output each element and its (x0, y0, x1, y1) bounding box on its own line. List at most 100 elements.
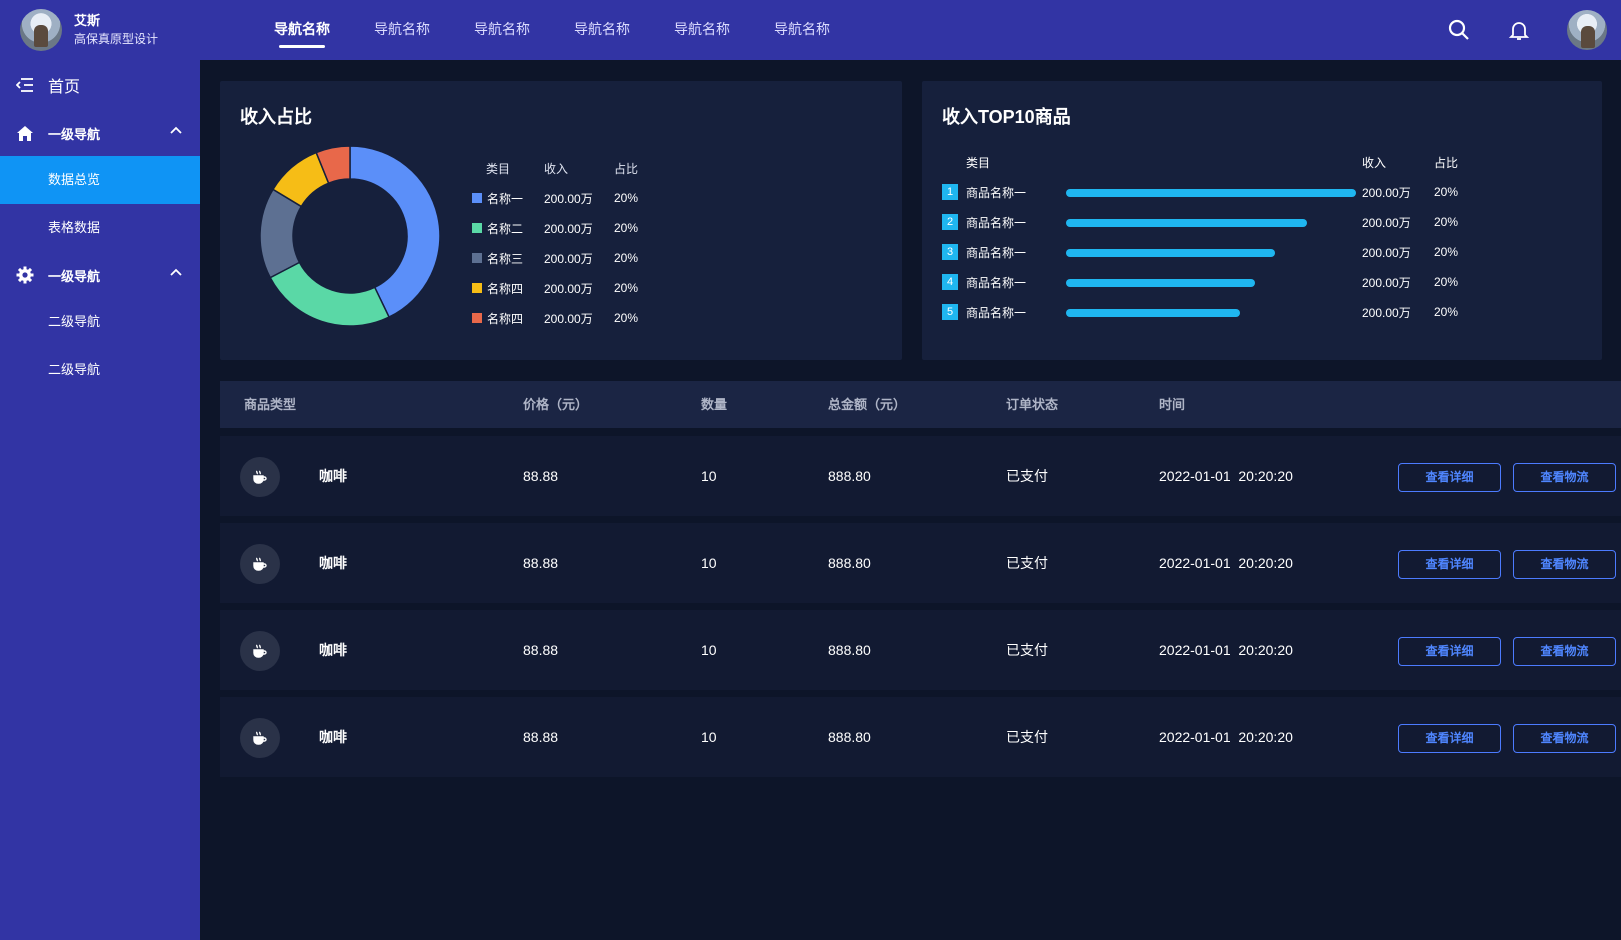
product-thumbnail (240, 457, 280, 497)
legend-share: 20% (614, 281, 639, 295)
top10-bar-track (1066, 267, 1356, 297)
table-row: 咖啡 88.88 10 888.80 已支付 2022-01-01 20:20:20 查看详… (220, 523, 1621, 603)
top10-income: 200.00万 (1362, 215, 1411, 230)
home-icon (17, 125, 33, 141)
view-logistics-button[interactable]: 查看物流 (1513, 637, 1616, 666)
product-total: 888.80 (828, 642, 871, 658)
top-nav-item[interactable]: 导航名称 (674, 21, 730, 37)
table-header-type: 商品类型 (244, 397, 297, 412)
legend-category: 名称四 (472, 310, 544, 327)
donut-slice (349, 145, 441, 319)
product-thumbnail (240, 631, 280, 671)
top10-header-share: 占比 (1434, 155, 1459, 170)
top10-bar-track (1066, 237, 1356, 267)
brand: 艾斯 高保真原型设计 (0, 9, 240, 51)
chevron-up-icon[interactable] (170, 126, 182, 134)
order-status: 已支付 (1006, 642, 1048, 658)
legend-swatch (472, 313, 482, 323)
legend-share: 20% (614, 311, 639, 325)
sidebar-group-2[interactable]: 一级导航 (0, 252, 200, 298)
legend-name: 名称一 (487, 191, 524, 206)
search-icon[interactable] (1447, 18, 1471, 42)
top10-header-income: 收入 (1362, 155, 1387, 170)
rank-badge: 3 (942, 244, 958, 260)
table-header-time: 时间 (1159, 397, 1186, 412)
rank-badge: 1 (942, 184, 958, 200)
table-header-total: 总金额（元） (828, 397, 907, 412)
legend-share: 20% (614, 191, 639, 205)
view-detail-button[interactable]: 查看详细 (1398, 724, 1501, 753)
top10-name: 商品名称一 (966, 215, 1027, 230)
sidebar-group-label: 一级导航 (48, 268, 101, 284)
legend-row: 名称三 200.00万 20% (472, 243, 654, 273)
top-nav-item[interactable]: 导航名称 (474, 21, 530, 37)
top10-income: 200.00万 (1362, 245, 1411, 260)
income-legend: 类目 收入 占比 名称一 200.00万 20% 名称二 200.00万 20% 名称三 20… (472, 153, 654, 333)
sidebar-item-secondary[interactable]: 二级导航 (48, 314, 101, 329)
donut-slice (269, 261, 391, 327)
coffee-cup-icon (253, 731, 267, 745)
product-name: 咖啡 (319, 729, 347, 745)
bell-icon[interactable] (1507, 18, 1531, 42)
top-nav: 导航名称 导航名称 导航名称 导航名称 导航名称 导航名称 (252, 0, 852, 60)
order-time: 2022-01-01 20:20:20 (1159, 555, 1293, 571)
top10-header: 类目 收入 占比 (942, 147, 1582, 177)
top-nav-item[interactable]: 导航名称 (574, 21, 630, 37)
top10-panel: 收入TOP10商品 类目 收入 占比 1 商品名称一 200.00万 20% 2 商品名称… (922, 81, 1602, 360)
sidebar-item-overview[interactable]: 数据总览 (0, 156, 200, 204)
view-detail-button[interactable]: 查看详细 (1398, 463, 1501, 492)
table-row: 咖啡 88.88 10 888.80 已支付 2022-01-01 20:20:20 查看详… (220, 697, 1621, 777)
panel-title: 收入TOP10商品 (942, 107, 1071, 127)
product-total: 888.80 (828, 729, 871, 745)
user-avatar[interactable] (1567, 10, 1607, 50)
coffee-cup-icon (253, 557, 267, 571)
view-detail-button[interactable]: 查看详细 (1398, 637, 1501, 666)
sidebar-item-table-data[interactable]: 表格数据 (48, 220, 101, 235)
legend-category: 名称二 (472, 220, 544, 237)
legend-row: 名称一 200.00万 20% (472, 183, 654, 213)
top10-share: 20% (1434, 275, 1459, 289)
top-nav-item[interactable]: 导航名称 (774, 21, 830, 37)
table-header-price: 价格（元） (523, 397, 589, 412)
order-time: 2022-01-01 20:20:20 (1159, 642, 1293, 658)
donut-chart (259, 145, 441, 327)
top10-share: 20% (1434, 215, 1459, 229)
rank-badge: 4 (942, 274, 958, 290)
top10-bar-track (1066, 207, 1356, 237)
product-qty: 10 (701, 468, 717, 484)
legend-category: 名称一 (472, 190, 544, 207)
gear-icon (16, 266, 34, 284)
chevron-up-icon[interactable] (170, 268, 182, 276)
legend-header-income: 收入 (544, 161, 569, 176)
sidebar-item-secondary[interactable]: 二级导航 (48, 362, 101, 377)
sidebar-group-1[interactable]: 一级导航 (0, 110, 200, 156)
sidebar-home[interactable]: 首页 (0, 60, 200, 110)
view-logistics-button[interactable]: 查看物流 (1513, 463, 1616, 492)
top-nav-item[interactable]: 导航名称 (374, 21, 430, 37)
top10-row: 2 商品名称一 200.00万 20% (942, 207, 1582, 237)
view-logistics-button[interactable]: 查看物流 (1513, 550, 1616, 579)
legend-share: 20% (614, 251, 639, 265)
order-time: 2022-01-01 20:20:20 (1159, 468, 1293, 484)
product-qty: 10 (701, 555, 717, 571)
view-detail-button[interactable]: 查看详细 (1398, 550, 1501, 579)
view-logistics-button[interactable]: 查看物流 (1513, 724, 1616, 753)
brand-name: 艾斯 (74, 13, 101, 28)
legend-category: 名称四 (472, 280, 544, 297)
table-row: 咖啡 88.88 10 888.80 已支付 2022-01-01 20:20:20 查看详… (220, 610, 1621, 690)
legend-income: 200.00万 (544, 281, 593, 296)
sidebar-group-label: 一级导航 (48, 126, 101, 142)
income-share-panel: 收入占比 类目 收入 占比 名称一 200.00万 20% 名称二 200.00万 20%… (220, 81, 902, 360)
top10-income: 200.00万 (1362, 185, 1411, 200)
donut-slice (315, 145, 351, 185)
order-time: 2022-01-01 20:20:20 (1159, 729, 1293, 745)
legend-income: 200.00万 (544, 251, 593, 266)
legend-swatch (472, 193, 482, 203)
sidebar-home-label: 首页 (48, 79, 81, 96)
top-nav-item[interactable]: 导航名称 (252, 0, 352, 60)
legend-share: 20% (614, 221, 639, 235)
top10-name: 商品名称一 (966, 245, 1027, 260)
legend-name: 名称二 (487, 221, 524, 236)
top10-share: 20% (1434, 185, 1459, 199)
product-thumbnail (240, 544, 280, 584)
